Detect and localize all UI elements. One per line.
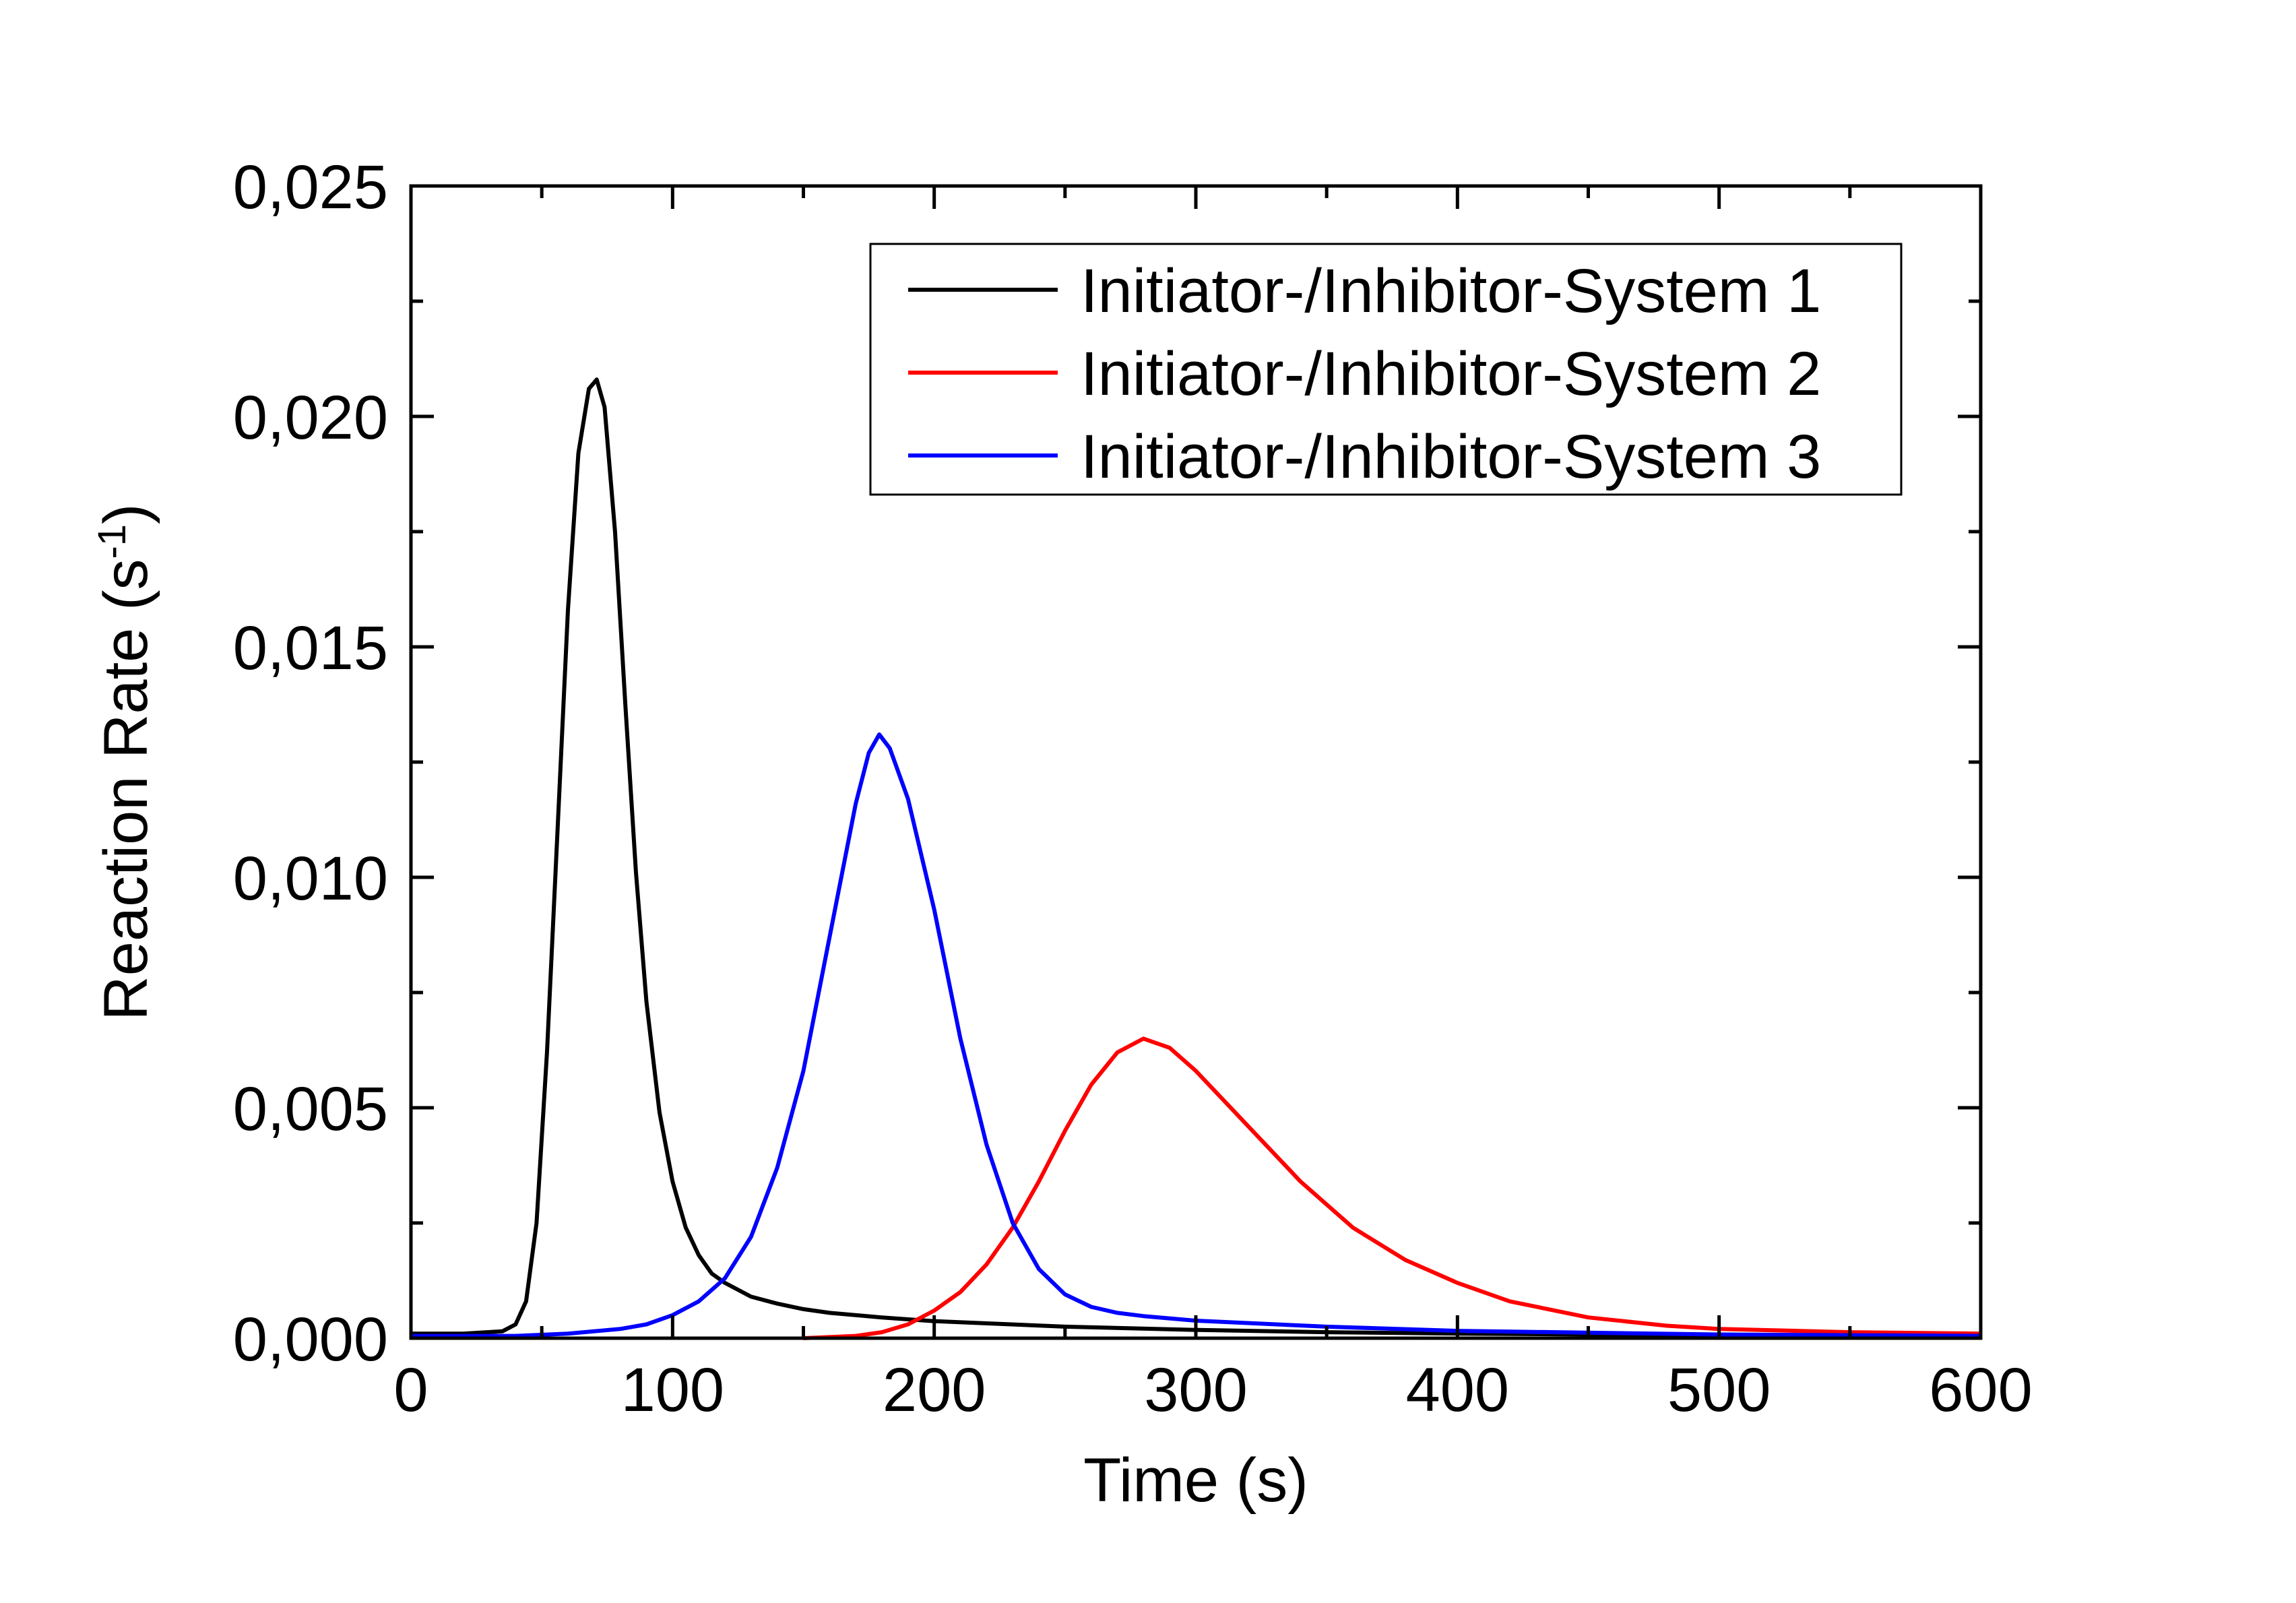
x-tick-label: 300	[1144, 1356, 1248, 1424]
y-axis-title-superscript: -1	[90, 524, 134, 559]
y-tick-label: 0,015	[233, 614, 388, 683]
y-axis-title-close: )	[92, 503, 160, 524]
y-axis-title: Reaction Rate (s-1)	[90, 503, 161, 1020]
y-tick-label: 0,000	[233, 1305, 388, 1374]
legend-box	[869, 243, 1903, 496]
x-tick-label: 500	[1667, 1356, 1771, 1424]
plot-frame	[409, 184, 1983, 1340]
y-axis-title-main: Reaction Rate (s	[92, 559, 160, 1021]
series-line-1	[411, 377, 1981, 1339]
ticks-layer: 0 100 200 300 400 500 600 0,000 0,005 0,010 0,015 0…	[233, 153, 2033, 1424]
y-tick-label: 0,010	[233, 844, 388, 913]
x-tick-label: 100	[621, 1356, 725, 1424]
x-tick-label: 600	[1929, 1356, 2033, 1424]
legend: Initiator-/Inhibitor-System 1 Initiator-…	[869, 243, 1903, 496]
y-tick-label: 0,005	[233, 1075, 388, 1143]
legend-label-series-1: Initiator-/Inhibitor-System 1	[1081, 257, 1821, 325]
x-tick-label: 200	[883, 1356, 986, 1424]
x-tick-label: 0	[393, 1356, 428, 1424]
series-layer	[411, 377, 1981, 1340]
y-tick-label: 0,020	[233, 383, 388, 452]
x-axis-title: Time (s)	[1083, 1446, 1308, 1515]
series-line-2	[803, 1036, 1981, 1340]
legend-label-series-2: Initiator-/Inhibitor-System 2	[1081, 340, 1821, 408]
y-tick-label: 0,025	[233, 153, 388, 222]
x-tick-label: 400	[1406, 1356, 1510, 1424]
series-line-3	[411, 732, 1981, 1338]
legend-label-series-3: Initiator-/Inhibitor-System 3	[1081, 422, 1821, 491]
